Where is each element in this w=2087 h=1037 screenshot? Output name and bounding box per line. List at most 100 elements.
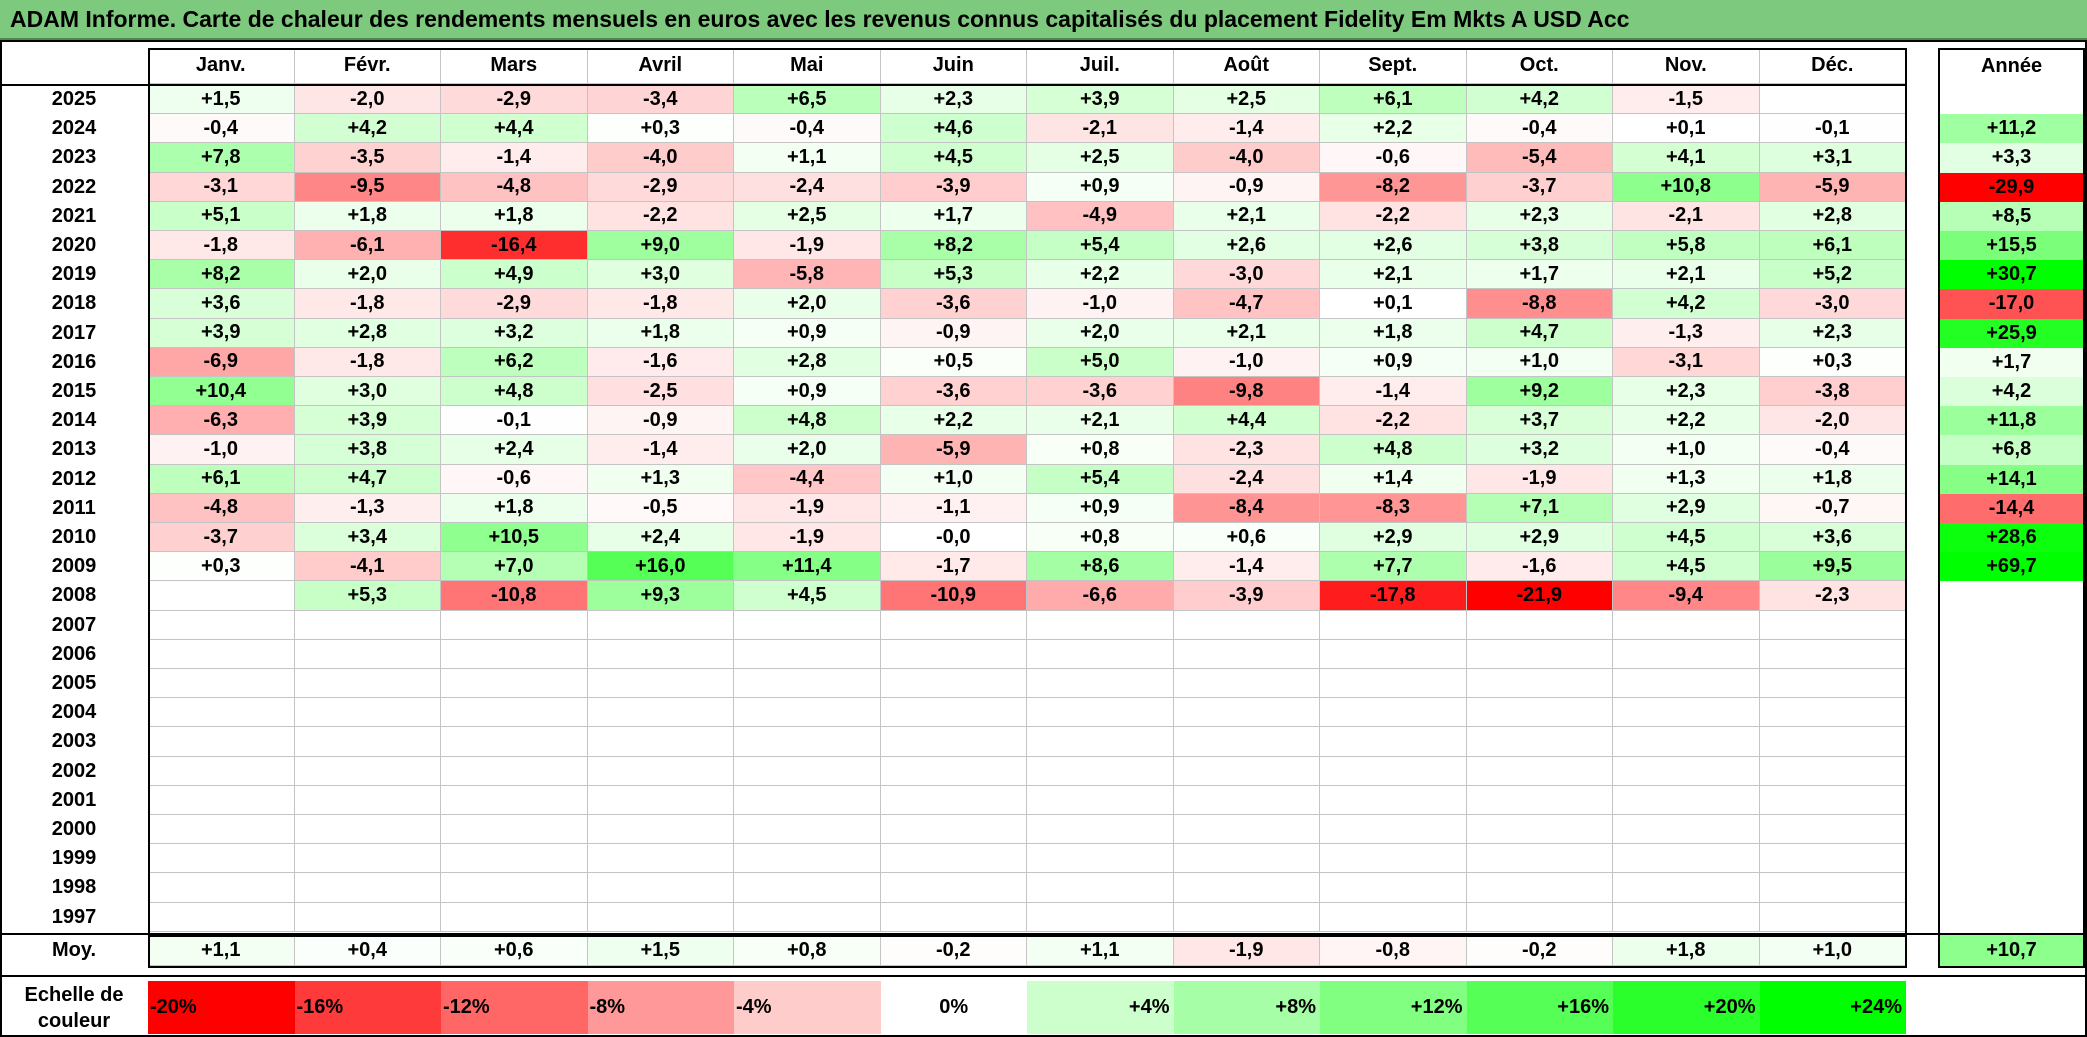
heatmap-cell — [734, 698, 881, 728]
annual-cell — [1938, 785, 2085, 815]
heatmap-cell — [1027, 756, 1174, 786]
heatmap-cell: +1,8 — [587, 318, 734, 348]
color-scale-swatch: +16% — [1466, 981, 1613, 1034]
month-header: Oct. — [1466, 48, 1613, 84]
heatmap-cell — [1759, 785, 1906, 815]
heatmap-cell: -1,4 — [441, 143, 588, 173]
heatmap-cell: +3,6 — [148, 289, 295, 319]
heatmap-cell — [1466, 727, 1613, 757]
header-divider — [0, 84, 1906, 86]
heatmap-cell — [734, 815, 881, 845]
month-header: Juil. — [1027, 48, 1174, 84]
month-header: Févr. — [294, 48, 441, 84]
heatmap-cell: -10,9 — [880, 581, 1027, 611]
year-label: 1997 — [51, 905, 97, 928]
heatmap-cell — [880, 727, 1027, 757]
heatmap-cell — [1613, 844, 1760, 874]
annual-cell: -14,4 — [1938, 493, 2085, 523]
heatmap-cell — [148, 639, 295, 669]
heatmap-cell: +4,2 — [1613, 289, 1760, 319]
heatmap-cell — [1320, 902, 1467, 932]
annual-cell — [1938, 698, 2085, 728]
heatmap-cell: +4,8 — [1320, 435, 1467, 465]
heatmap-cell — [441, 785, 588, 815]
heatmap-cell — [734, 669, 881, 699]
color-scale-label: Echelle de couleur — [24, 983, 124, 1032]
heatmap-cell: -2,4 — [734, 172, 881, 202]
heatmap-cell — [880, 669, 1027, 699]
heatmap-cell: -8,4 — [1173, 493, 1320, 523]
heatmap-cell — [1466, 669, 1613, 699]
heatmap-cell: +2,2 — [1320, 114, 1467, 144]
color-scale-swatch: +20% — [1613, 981, 1760, 1034]
heatmap-cell: +2,2 — [1027, 260, 1174, 290]
year-label: 2016 — [51, 350, 97, 373]
heatmap-cell: -5,4 — [1466, 143, 1613, 173]
month-header: Mars — [441, 48, 588, 84]
heatmap-cell: -0,6 — [441, 464, 588, 494]
heatmap-cell: +8,2 — [880, 231, 1027, 261]
heatmap-cell — [148, 902, 295, 932]
heatmap-cell: +2,5 — [734, 201, 881, 231]
heatmap-cell — [1027, 669, 1174, 699]
heatmap-cell — [1759, 698, 1906, 728]
heatmap-cell: -3,4 — [587, 85, 734, 115]
heatmap-cell: -4,9 — [1027, 201, 1174, 231]
heatmap-cell — [1466, 902, 1613, 932]
heatmap-cell — [148, 610, 295, 640]
heatmap-cell — [587, 698, 734, 728]
heatmap-cell: -2,9 — [587, 172, 734, 202]
heatmap-cell — [1173, 785, 1320, 815]
heatmap-cell — [734, 727, 881, 757]
heatmap-cell: -5,8 — [734, 260, 881, 290]
heatmap-cell: -4,1 — [294, 552, 441, 582]
heatmap-cell: +3,4 — [294, 523, 441, 553]
heatmap-cell — [1759, 844, 1906, 874]
heatmap-cell: +3,8 — [294, 435, 441, 465]
average-cell: +0,6 — [441, 935, 588, 966]
heatmap-cell: +6,1 — [148, 464, 295, 494]
heatmap-cell: +3,0 — [294, 377, 441, 407]
heatmap-cell — [587, 610, 734, 640]
annual-cell: +8,5 — [1938, 201, 2085, 231]
heatmap-cell: +2,6 — [1173, 231, 1320, 261]
heatmap-cell: -0,0 — [880, 523, 1027, 553]
heatmap-cell — [1027, 815, 1174, 845]
year-label: 2005 — [51, 672, 97, 695]
heatmap-cell: -1,3 — [1613, 318, 1760, 348]
annual-cell: -29,9 — [1938, 172, 2085, 202]
heatmap-cell: +6,5 — [734, 85, 881, 115]
heatmap-cell: +3,9 — [148, 318, 295, 348]
heatmap-cell — [1173, 873, 1320, 903]
heatmap-cell — [294, 902, 441, 932]
heatmap-cell — [734, 902, 881, 932]
heatmap-cell — [880, 844, 1027, 874]
heatmap-cell — [880, 639, 1027, 669]
heatmap-cell: +9,5 — [1759, 552, 1906, 582]
heatmap-cell — [441, 639, 588, 669]
heatmap-cell — [294, 727, 441, 757]
heatmap-cell — [734, 844, 881, 874]
heatmap-cell: +2,5 — [1027, 143, 1174, 173]
annual-cell: +15,5 — [1938, 231, 2085, 261]
heatmap-cell — [148, 669, 295, 699]
heatmap-cell: -1,1 — [880, 493, 1027, 523]
heatmap-cell: -16,4 — [441, 231, 588, 261]
heatmap-cell: +2,0 — [294, 260, 441, 290]
heatmap-cell: -1,8 — [294, 347, 441, 377]
heatmap-cell: +4,5 — [1613, 523, 1760, 553]
heatmap-cell — [441, 756, 588, 786]
heatmap-cell — [880, 815, 1027, 845]
heatmap-cell: -1,6 — [1466, 552, 1613, 582]
annual-cell — [1938, 610, 2085, 640]
heatmap-cell: +10,5 — [441, 523, 588, 553]
heatmap-cell: +4,5 — [734, 581, 881, 611]
annual-cell — [1938, 756, 2085, 786]
year-label: 2009 — [51, 555, 97, 578]
heatmap-cell: +0,6 — [1173, 523, 1320, 553]
heatmap-cell: +4,5 — [880, 143, 1027, 173]
heatmap-cell — [1759, 669, 1906, 699]
heatmap-cell: -6,3 — [148, 406, 295, 436]
heatmap-cell — [441, 669, 588, 699]
annual-cell — [1938, 844, 2085, 874]
